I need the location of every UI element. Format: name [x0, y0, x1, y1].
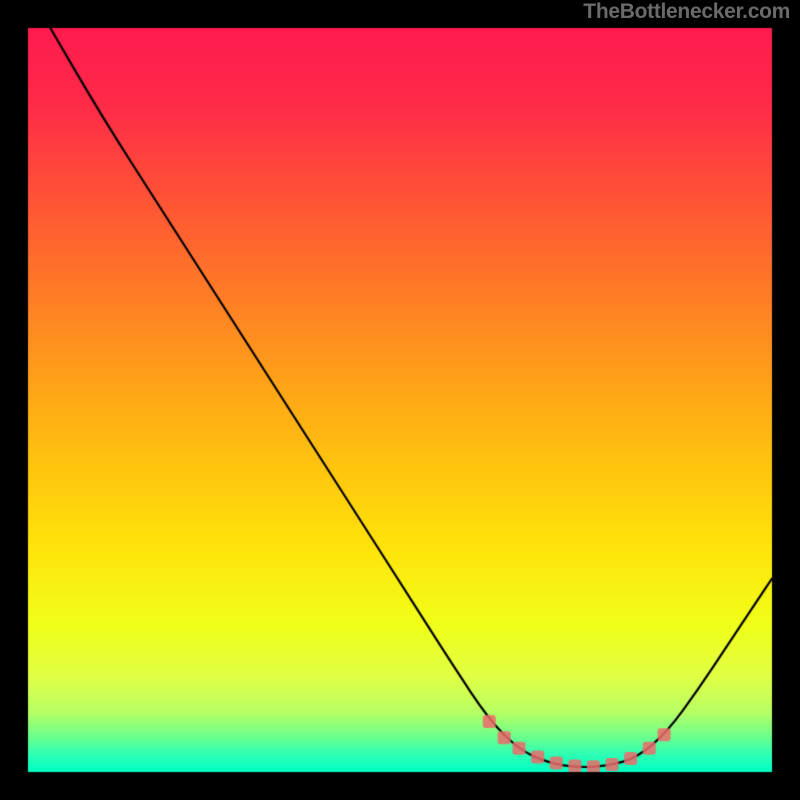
watermark-text: TheBottlenecker.com — [583, 0, 790, 24]
chart-container: TheBottlenecker.com — [0, 0, 800, 800]
bottleneck-curve-chart — [0, 0, 800, 800]
